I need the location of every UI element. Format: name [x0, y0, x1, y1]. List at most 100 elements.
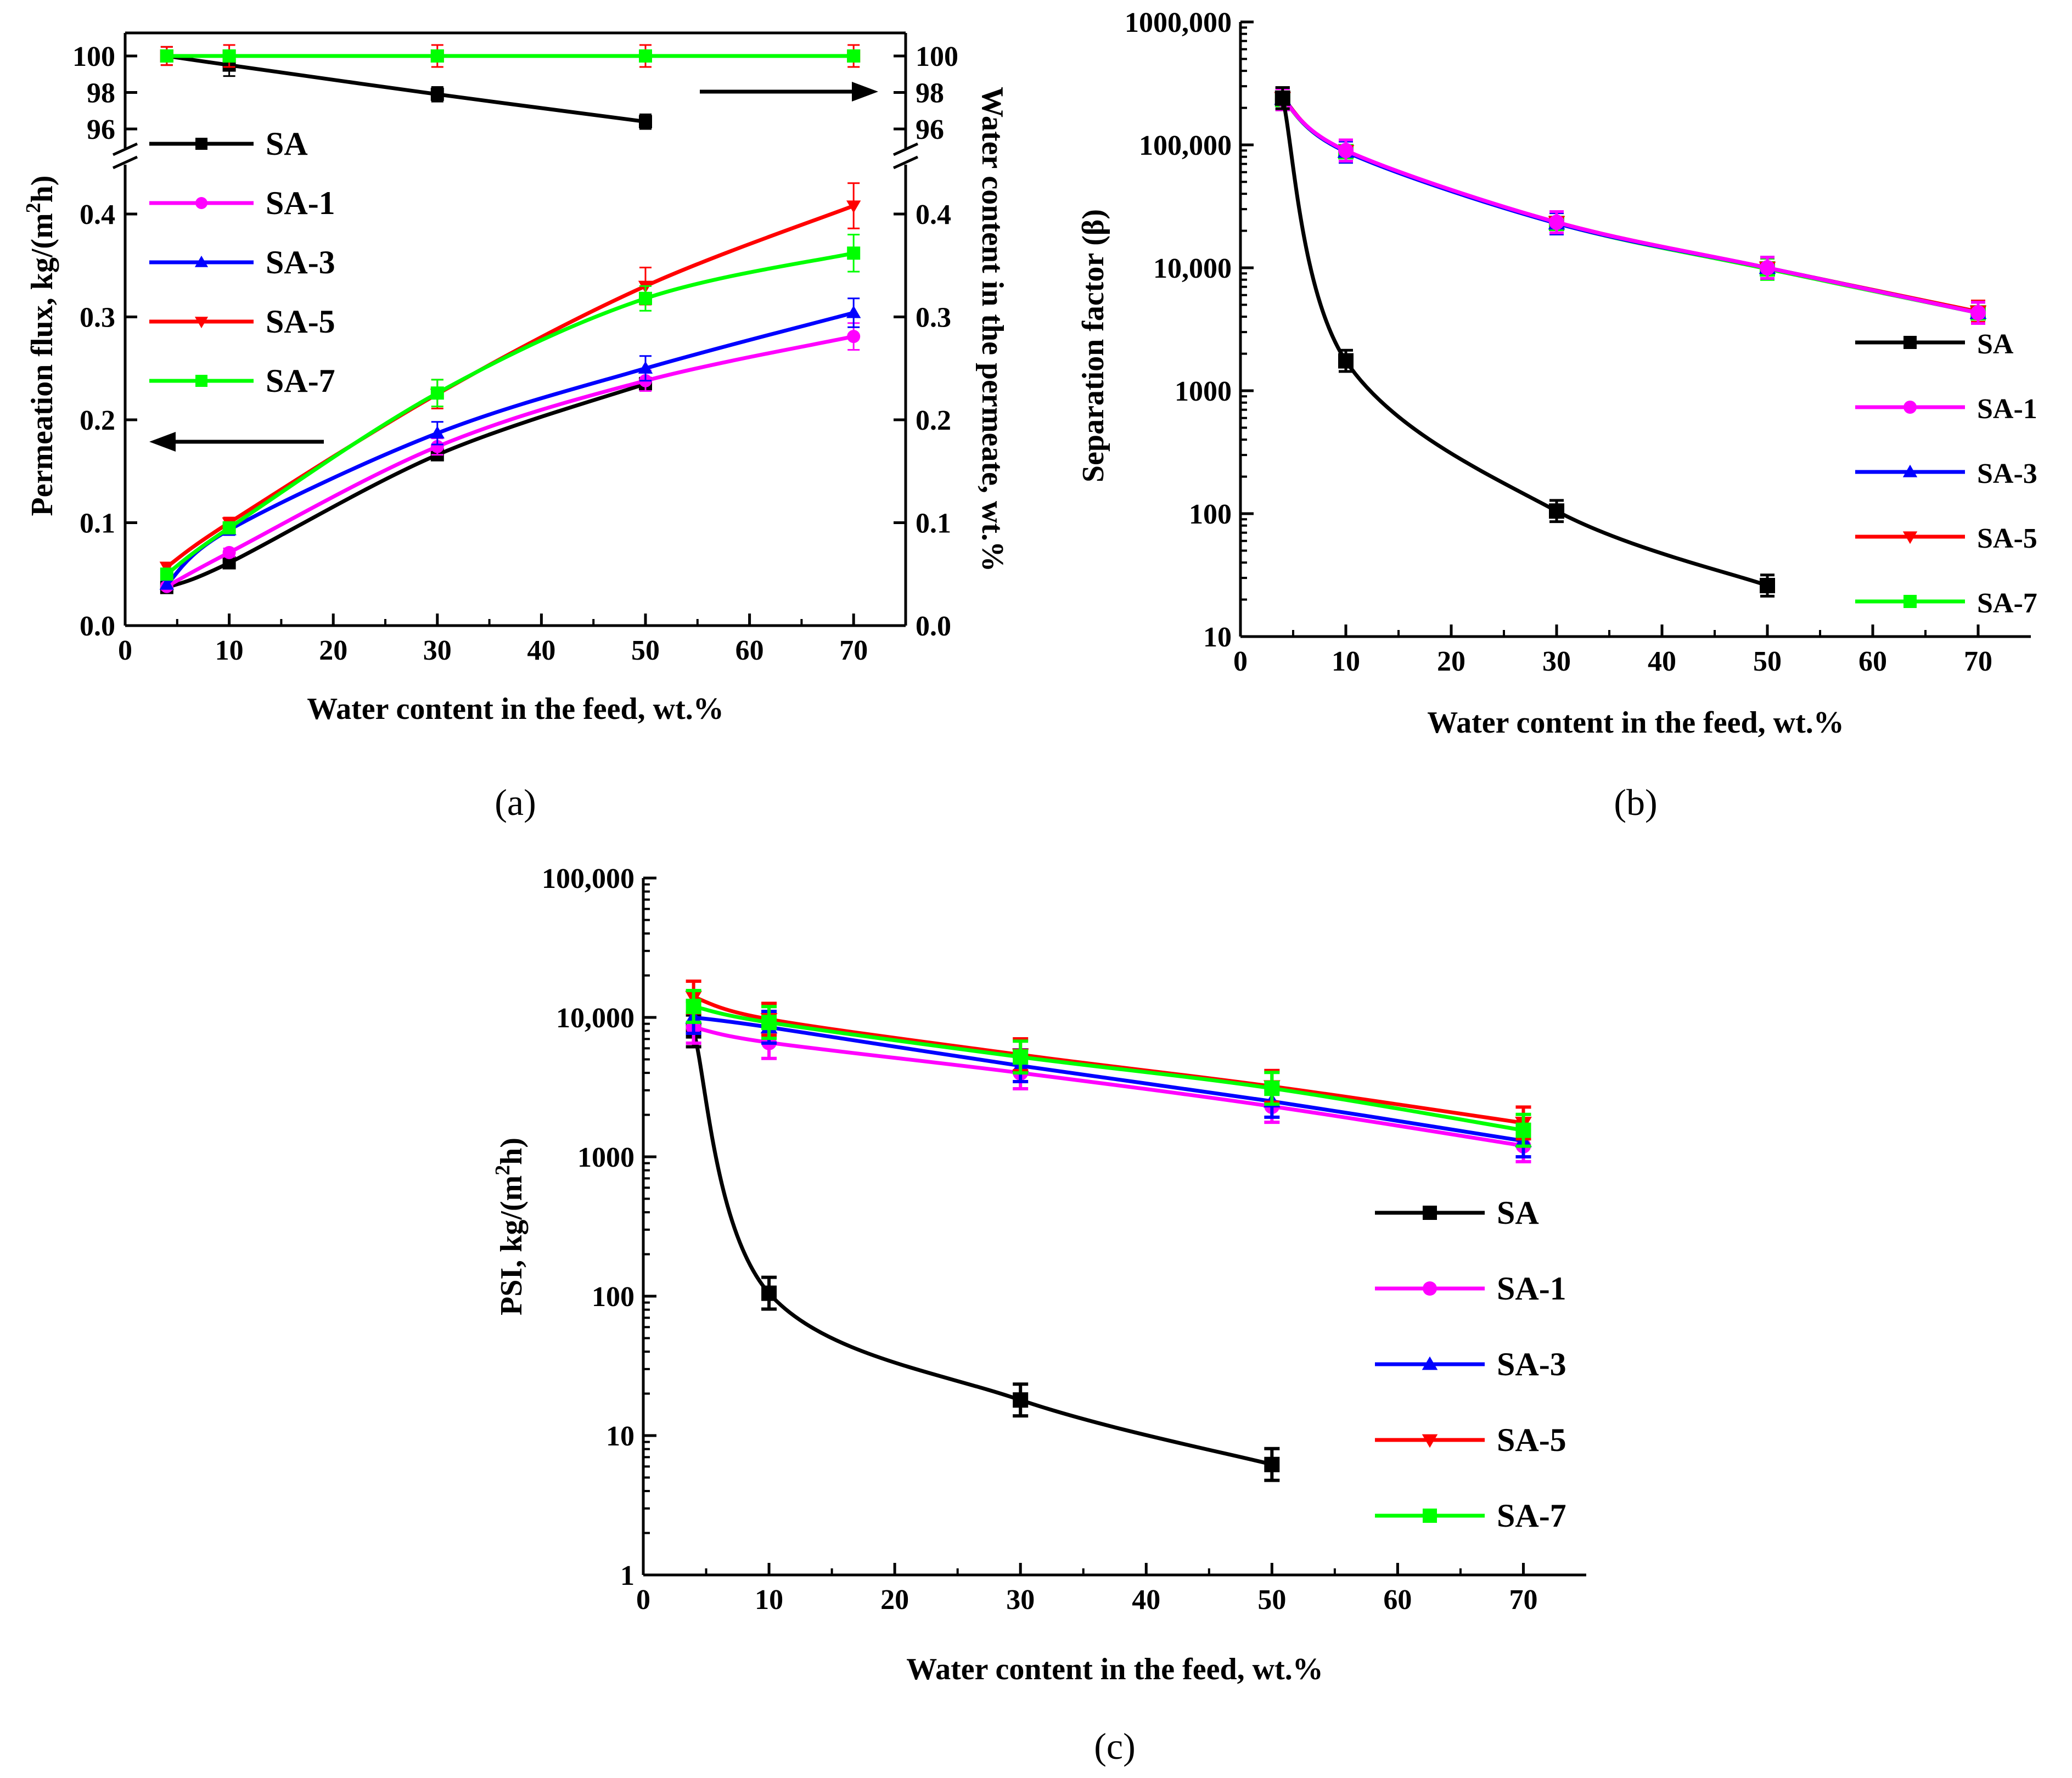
a-arrow-to-left-axis — [149, 432, 324, 452]
a-legend-marker-sa — [195, 138, 207, 150]
b-x-tick-label-70: 70 — [1964, 646, 1992, 677]
c-legend-item-sa-3: SA-3 — [1375, 1346, 1566, 1382]
a-permeate-point-sa-7-30 — [430, 49, 444, 63]
c-point-sa-7-10 — [761, 1015, 777, 1031]
c-legend-item-sa-5: SA-5 — [1375, 1422, 1566, 1458]
a-legend: SA SA-1 SA-3 SA-5 SA-7 — [149, 126, 335, 399]
a-legend-marker-sa-5 — [194, 317, 209, 329]
c-legend-marker-sa — [1423, 1206, 1437, 1220]
b-y-tick-label-100: 100 — [1189, 499, 1232, 530]
c-point-sa-50 — [1264, 1456, 1280, 1472]
a-flux-point-sa-7-50 — [639, 291, 652, 305]
a-right-tick-label-0-4: 0.4 — [916, 199, 951, 230]
a-flux-series — [159, 182, 861, 594]
b-legend-item-sa-7: SA-7 — [1855, 588, 2037, 619]
a-axis-break-mark-0-bottom — [112, 155, 138, 170]
c-legend-marker-sa-1 — [1423, 1281, 1437, 1296]
b-x-tick-label-60: 60 — [1858, 646, 1887, 677]
a-arrow-to-left-axis-head — [149, 432, 176, 452]
b-legend-marker-sa — [1903, 336, 1917, 349]
b-y-axis-title: Separation factor (β) — [1076, 209, 1110, 482]
b-x-tick-label-40: 40 — [1648, 646, 1676, 677]
b-point-sa-1-30 — [1549, 214, 1564, 230]
c-x-axis-title: Water content in the feed, wt.% — [906, 1652, 1323, 1686]
a-x-tick-label-30: 30 — [423, 635, 452, 666]
a-permeate-point-sa-30 — [430, 87, 444, 101]
a-left-tick-label-0-1: 0.1 — [80, 508, 115, 539]
a-flux-point-sa-3-4 — [159, 577, 175, 590]
b-legend-label-sa-3: SA-3 — [1977, 458, 2037, 489]
a-flux-point-sa-1-30 — [430, 440, 444, 453]
b-x-tick-label-50: 50 — [1753, 646, 1782, 677]
a-legend-label-sa-7: SA-7 — [266, 363, 335, 399]
a-legend-label-sa-3: SA-3 — [266, 244, 335, 280]
a-permeate-point-sa-7-10 — [222, 49, 236, 63]
c-point-sa-7-4 — [686, 998, 701, 1014]
c-legend-item-sa: SA — [1375, 1195, 1539, 1231]
b-point-sa-1-50 — [1760, 260, 1775, 275]
c-line-sa-1 — [693, 1025, 1524, 1148]
a-right-upper-tick-label-96: 96 — [916, 114, 944, 145]
b-point-sa-4 — [1274, 90, 1290, 106]
a-right-axis-title: Water content in the permeate, wt.% — [975, 87, 1009, 572]
b-x-tick-label-0: 0 — [1233, 646, 1248, 677]
a-right-tick-label-0-2: 0.2 — [916, 405, 951, 436]
b-y-tick-label-1000-000: 1000,000 — [1125, 7, 1232, 38]
b-legend-label-sa-5: SA-5 — [1977, 523, 2037, 554]
a-left-tick-label-0-0: 0.0 — [80, 611, 115, 642]
c-legend-label-sa-3: SA-3 — [1497, 1346, 1566, 1382]
c-y-tick-label-1: 1 — [620, 1560, 634, 1591]
a-legend-label-sa: SA — [266, 126, 308, 162]
b-y-tick-label-100-000: 100,000 — [1139, 130, 1232, 161]
panel-a-separation-flux-chart: 0 10 20 30 40 50 60 70 0.0 0.0 0.1 0.1 0.2 0.2 0.3 0.3 0… — [22, 31, 1009, 823]
c-x-tick-label-30: 30 — [1006, 1584, 1035, 1616]
b-y-tick-label-1000: 1000 — [1175, 376, 1232, 407]
a-arrow-to-right-axis — [700, 82, 878, 102]
a-left-upper-tick-label-98: 98 — [87, 78, 115, 109]
c-y-tick-label-1000: 1000 — [577, 1142, 634, 1173]
c-y-axis-title-main: PSI, kg/(m — [495, 1175, 529, 1315]
a-flux-point-sa-7-10 — [222, 521, 236, 534]
b-legend-marker-sa-3 — [1902, 464, 1918, 477]
a-x-tick-label-20: 20 — [319, 635, 347, 666]
b-point-sa-1-10 — [1338, 143, 1354, 159]
b-line-sa-1 — [1281, 98, 1979, 315]
b-legend-label-sa-1: SA-1 — [1977, 393, 2037, 425]
a-left-tick-label-0-3: 0.3 — [80, 302, 115, 334]
a-flux-line-sa — [166, 382, 647, 589]
a-x-tick-label-50: 50 — [631, 635, 660, 666]
a-legend-label-sa-1: SA-1 — [266, 185, 335, 221]
b-y-tick-label-10-000: 10,000 — [1153, 253, 1232, 284]
c-x-tick-label-60: 60 — [1383, 1584, 1412, 1616]
a-right-upper-tick-label-100: 100 — [916, 41, 958, 72]
c-line-sa-7 — [693, 1004, 1524, 1133]
b-legend-item-sa: SA — [1855, 329, 2014, 360]
a-axis-break-mark-0-top — [112, 142, 138, 156]
a-left-axis-title: Permeation flux, kg/(m2h) — [22, 176, 59, 516]
b-legend-marker-sa-5 — [1902, 531, 1918, 544]
c-line-sa-3 — [693, 1015, 1524, 1143]
b-y-tick-label-10: 10 — [1203, 622, 1232, 653]
b-line-sa-7 — [1281, 98, 1979, 315]
a-flux-point-sa-7-4 — [160, 567, 173, 581]
a-flux-point-sa-3-70 — [846, 305, 861, 318]
a-legend-item-sa-7: SA-7 — [149, 363, 335, 399]
c-legend: SA SA-1 SA-3 SA-5 SA-7 — [1375, 1195, 1566, 1534]
a-flux-point-sa-1-70 — [847, 330, 861, 344]
c-y-tick-label-100-000: 100,000 — [542, 863, 634, 894]
b-legend: SA SA-1 SA-3 SA-5 SA-7 — [1855, 329, 2037, 619]
a-flux-point-sa-7-30 — [430, 386, 444, 400]
a-permeate-line-sa — [166, 54, 646, 124]
c-y-tick-label-10-000: 10,000 — [556, 1003, 634, 1034]
a-legend-item-sa-3: SA-3 — [149, 244, 335, 280]
b-legend-label-sa: SA — [1977, 329, 2014, 360]
c-legend-item-sa-1: SA-1 — [1375, 1270, 1566, 1307]
a-right-tick-label-0-0: 0.0 — [916, 611, 951, 642]
a-legend-item-sa-1: SA-1 — [149, 185, 335, 221]
b-point-sa-30 — [1549, 503, 1564, 519]
c-legend-label-sa-5: SA-5 — [1497, 1422, 1566, 1458]
c-legend-label-sa-1: SA-1 — [1497, 1270, 1566, 1307]
a-permeate-point-sa-7-4 — [160, 49, 173, 63]
b-point-sa-10 — [1338, 353, 1354, 369]
c-y-axis-title-superscript: 2 — [491, 1165, 514, 1175]
